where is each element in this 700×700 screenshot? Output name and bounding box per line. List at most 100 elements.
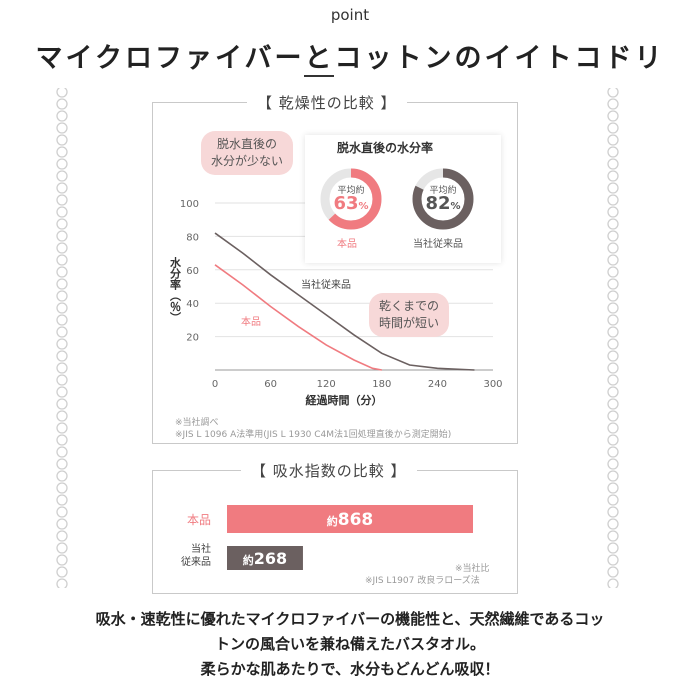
x-tick-label: 180 (372, 379, 391, 390)
bar-category-label: 当社 (191, 542, 211, 555)
border-ring (56, 266, 68, 278)
border-ring (56, 554, 68, 566)
border-ring (607, 98, 619, 110)
x-axis-label: 経過時間（分） (306, 393, 383, 407)
border-ring (56, 434, 68, 446)
border-ring (56, 446, 68, 458)
x-tick-label: 120 (317, 379, 336, 390)
y-tick-label: 20 (186, 333, 199, 344)
border-ring (56, 98, 68, 110)
border-ring (56, 410, 68, 422)
border-ring (607, 410, 619, 422)
border-ring (56, 290, 68, 302)
border-ring (56, 146, 68, 158)
donut-conventional-caption: 平均約 (429, 186, 457, 196)
headline-part1: マイクロファイバー (35, 43, 305, 74)
moisture-box-title: 脱水直後の水分率 (337, 141, 434, 155)
drying-panel: 【 乾燥性の比較 】 100 80 60 40 20 0 60 120 180 240 300 経過時… (152, 92, 518, 444)
border-ring (607, 530, 619, 542)
donut-conventional-unit: % (450, 201, 461, 212)
border-ring (607, 218, 619, 230)
headline: マイクロファイバーとコットンのイイトコドリ (0, 36, 700, 77)
border-ring (607, 398, 619, 410)
donut-conventional: 平均約 82% (411, 167, 475, 231)
border-ring (607, 326, 619, 338)
border-ring (56, 386, 68, 398)
border-ring (56, 374, 68, 386)
border-ring (607, 122, 619, 134)
border-ring (56, 206, 68, 218)
bubble-low-moisture-line2: 水分が少ない (211, 154, 284, 168)
border-ring (607, 422, 619, 434)
border-ring (56, 566, 68, 578)
border-ring (56, 530, 68, 542)
border-ring (607, 146, 619, 158)
x-tick-label: 240 (428, 379, 447, 390)
border-ring (56, 542, 68, 554)
border-ring (56, 494, 68, 506)
absorb-panel: 【 吸水指数の比較 】 約868 本品 約268 当社 従来品 ※当社比 ※JIS L1… (152, 460, 518, 594)
bar-value-label: 約868 (327, 510, 374, 530)
absorb-title: 【 吸水指数の比較 】 (241, 460, 417, 481)
border-ring (56, 518, 68, 530)
border-ring (56, 242, 68, 254)
border-ring (607, 518, 619, 530)
footer-line-2: トンの風合いを兼ね備えたバスタオル。 (214, 635, 485, 653)
series-label: 当社従来品 (301, 278, 351, 291)
border-ring (607, 554, 619, 566)
border-ring (607, 206, 619, 218)
border-ring (607, 266, 619, 278)
series-line (214, 264, 382, 371)
bubble-low-moisture: 脱水直後の 水分が少ない (201, 131, 294, 175)
border-ring (607, 302, 619, 314)
border-ring (607, 88, 619, 98)
donut-conventional-name: 当社従来品 (413, 239, 463, 250)
donut-product-caption: 平均約 (337, 186, 365, 196)
bubble-low-moisture-line1: 脱水直後の (217, 137, 278, 151)
bubble-short-drying: 乾くまでの 時間が短い (369, 293, 450, 337)
donut-product-ring (320, 168, 382, 230)
border-ring (56, 218, 68, 230)
bubble-short-drying-line2: 時間が短い (379, 316, 440, 330)
bar (227, 505, 473, 533)
drying-title: 【 乾燥性の比較 】 (247, 92, 407, 113)
border-ring (56, 314, 68, 326)
donut-product-name: 本品 (337, 239, 357, 250)
bubble-short-drying-line1: 乾くまでの (379, 299, 440, 313)
drying-note-1: ※当社調べ (175, 418, 219, 428)
headline-part3: コットンのイイトコドリ (334, 43, 665, 74)
y-axis-label: 水分率（％） (169, 256, 183, 323)
donut-product-value: 63% (319, 193, 383, 214)
border-ring (607, 110, 619, 122)
border-ring (607, 242, 619, 254)
border-ring (607, 134, 619, 146)
border-ring (56, 578, 68, 588)
border-ring (607, 506, 619, 518)
border-ring (607, 566, 619, 578)
footer-line-3: 柔らかな肌あたりで、水分もどんどん吸収！ (200, 660, 500, 678)
border-ring (607, 482, 619, 494)
absorb-note-2: ※JIS L1907 改良ラローズ法 (365, 576, 480, 586)
x-tick-label: 60 (264, 379, 277, 390)
border-ring (607, 578, 619, 588)
border-ring (56, 194, 68, 206)
y-tick-label: 80 (186, 232, 199, 243)
border-ring (607, 542, 619, 554)
donut-arc (412, 168, 474, 230)
border-ring (607, 314, 619, 326)
donut-product: 平均約 63% (319, 167, 383, 231)
decorative-border-right (607, 88, 619, 588)
border-ring (607, 194, 619, 206)
donut-product-unit: % (358, 201, 369, 212)
bar-category-label: 従来品 (181, 555, 211, 568)
bar-value-label: 約268 (243, 549, 287, 568)
border-ring (56, 398, 68, 410)
border-ring (607, 458, 619, 470)
border-ring (56, 134, 68, 146)
border-ring (607, 374, 619, 386)
border-ring (607, 362, 619, 374)
bar (227, 546, 303, 570)
x-tick-label: 300 (483, 379, 502, 390)
x-tick-label: 0 (212, 379, 218, 390)
border-ring (56, 470, 68, 482)
